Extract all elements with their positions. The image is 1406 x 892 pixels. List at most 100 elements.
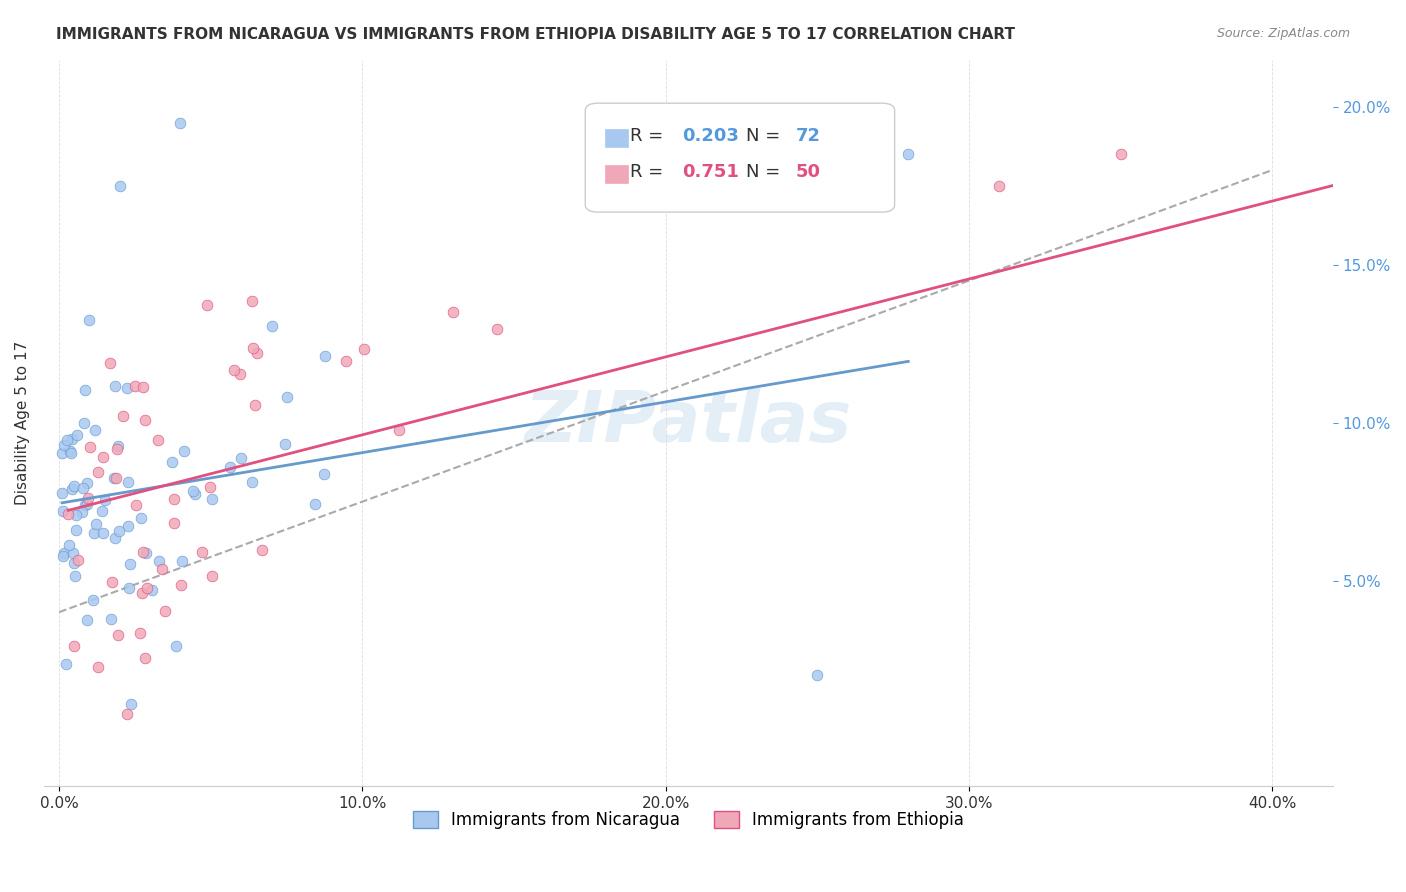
Point: [243, 399, 266, 413]
Point: [77, 491, 100, 506]
Point: [246, 346, 269, 360]
Point: [51, 486, 73, 500]
Point: [77, 313, 100, 327]
Point: [181, 484, 204, 499]
Point: [101, 575, 124, 590]
Point: [115, 381, 138, 395]
Point: [387, 423, 409, 437]
Point: [148, 434, 170, 448]
Point: [125, 498, 148, 512]
Point: [105, 442, 128, 456]
Point: [806, 668, 828, 682]
Point: [51, 446, 73, 460]
Point: [163, 492, 186, 507]
Y-axis label: Disability Age 5 to 17: Disability Age 5 to 17: [15, 341, 30, 505]
Text: N =: N =: [747, 163, 786, 181]
Point: [62, 546, 84, 560]
Point: [79, 440, 101, 454]
Point: [103, 471, 125, 485]
Point: [65, 523, 87, 537]
Point: [65, 508, 87, 523]
Point: [60, 482, 83, 496]
Point: [240, 294, 263, 309]
Point: [59, 444, 82, 458]
Point: [148, 554, 170, 568]
Point: [87, 465, 110, 479]
Point: [91, 503, 114, 517]
Point: [170, 554, 193, 568]
Point: [135, 546, 157, 560]
Point: [111, 409, 134, 423]
Point: [131, 510, 153, 524]
Point: [117, 519, 139, 533]
Point: [169, 578, 191, 592]
Point: [229, 451, 252, 466]
Point: [304, 497, 326, 511]
Point: [115, 707, 138, 722]
Point: [104, 471, 127, 485]
Point: [647, 141, 669, 155]
Point: [117, 475, 139, 490]
Point: [153, 604, 176, 618]
Legend: Immigrants from Nicaragua, Immigrants from Ethiopia: Immigrants from Nicaragua, Immigrants fr…: [406, 804, 970, 836]
Point: [58, 507, 80, 521]
Point: [134, 651, 156, 665]
Text: 0.203: 0.203: [682, 127, 738, 145]
Point: [141, 582, 163, 597]
Point: [72, 482, 94, 496]
Point: [94, 493, 117, 508]
Point: [132, 380, 155, 394]
Point: [200, 480, 222, 494]
Point: [183, 487, 205, 501]
Point: [276, 390, 298, 404]
Point: [441, 305, 464, 319]
Point: [260, 319, 283, 334]
Point: [59, 446, 82, 460]
Point: [173, 443, 195, 458]
Point: [104, 379, 127, 393]
Point: [66, 428, 89, 442]
Point: [1109, 147, 1132, 161]
Point: [250, 542, 273, 557]
Point: [55, 657, 77, 671]
Point: [107, 628, 129, 642]
Text: N =: N =: [747, 127, 786, 145]
Point: [70, 505, 93, 519]
Point: [131, 586, 153, 600]
Point: [83, 525, 105, 540]
Point: [108, 178, 131, 193]
Point: [98, 356, 121, 370]
Point: [195, 298, 218, 312]
Bar: [605, 128, 628, 147]
Point: [63, 568, 86, 582]
Point: [58, 538, 80, 552]
Point: [76, 613, 98, 627]
Point: [66, 553, 89, 567]
Point: [100, 612, 122, 626]
Text: R =: R =: [630, 163, 669, 181]
Point: [201, 568, 224, 582]
Point: [51, 504, 73, 518]
Point: [897, 147, 920, 161]
Point: [82, 593, 104, 607]
Point: [120, 697, 142, 711]
Point: [314, 349, 336, 363]
Point: [91, 525, 114, 540]
Point: [63, 557, 86, 571]
Point: [124, 378, 146, 392]
Point: [104, 531, 127, 545]
FancyBboxPatch shape: [585, 103, 894, 212]
Point: [191, 545, 214, 559]
Point: [75, 384, 97, 398]
Point: [229, 367, 252, 381]
Point: [485, 322, 508, 336]
Point: [63, 478, 86, 492]
Point: [118, 558, 141, 572]
Point: [53, 438, 76, 452]
Point: [52, 546, 75, 560]
Point: [129, 626, 152, 640]
Text: ZIPatlas: ZIPatlas: [524, 388, 852, 458]
Point: [60, 432, 83, 446]
Point: [107, 439, 129, 453]
Point: [52, 549, 75, 563]
